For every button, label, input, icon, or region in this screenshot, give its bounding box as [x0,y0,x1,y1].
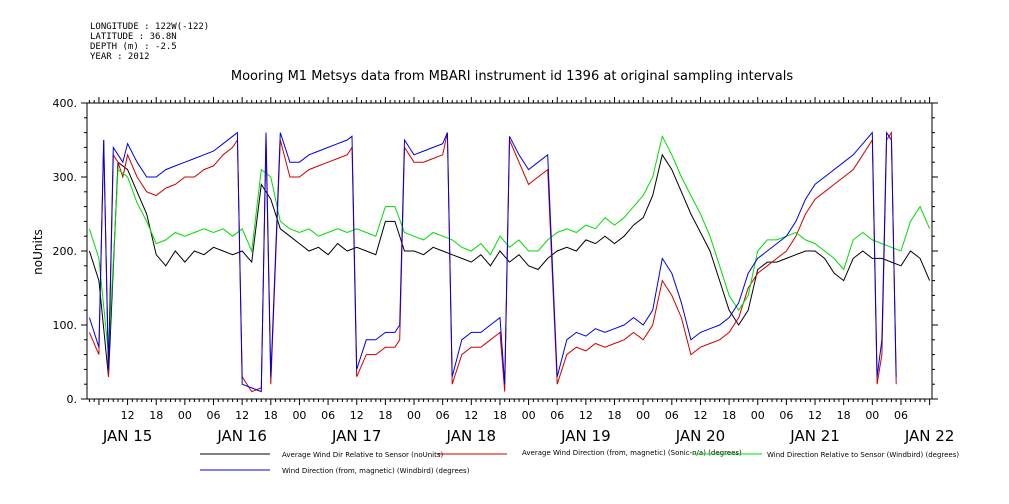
x-tick-label: 00 [522,409,536,422]
series-lines [88,130,931,393]
legend-label-3: Wind Direction Relative to Sensor (Windb… [767,451,959,459]
x-tick-label: 06 [665,409,679,422]
y-tick-label: 0. [67,393,78,406]
y-axis-label: noUnits [31,229,45,275]
x-tick-label: 00 [292,409,306,422]
y-axis: 0. 100. 200. 300. 400. [53,97,938,406]
x-tick-label: 00 [751,409,765,422]
series-line-4 [88,130,897,393]
legend: Average Wind Dir Relative to Sensor (noU… [200,449,959,475]
x-tick-label: 18 [149,409,163,422]
y-tick-label: 300. [53,171,78,184]
x-tick-label: 12 [350,409,364,422]
latitude-text: LATITUDE : 36.8N [90,32,177,42]
y-tick-label: 400. [53,97,78,110]
x-tick-label: 06 [321,409,335,422]
x-day-label: JAN 19 [560,427,611,445]
x-tick-label: 06 [550,409,564,422]
x-day-label: JAN 20 [675,427,726,445]
longitude-text: LONGITUDE : 122W(-122) [90,22,210,32]
x-tick-label: 00 [178,409,192,422]
x-tick-label: 06 [207,409,221,422]
legend-label-2: Average Wind Direction (from, magnetic) … [522,449,742,457]
x-tick-label: 12 [121,409,135,422]
x-tick-label: 18 [378,409,392,422]
series-line-2 [88,130,897,393]
x-tick-label: 00 [407,409,421,422]
legend-label-1: Average Wind Dir Relative to Sensor (noU… [282,451,443,459]
y-tick-label: 200. [53,245,78,258]
depth-text: DEPTH (m) : -2.5 [90,42,177,52]
x-tick-label: 00 [636,409,650,422]
x-tick-label: 18 [608,409,622,422]
x-axis: 12 18 00 06 12 18 00 06 12 18 00 06 12 18 00 06 12 18 00 06… [88,97,955,445]
x-tick-label: 12 [808,409,822,422]
series-line-3 [88,134,931,355]
chart-title: Mooring M1 Metsys data from MBARI instru… [231,69,793,84]
x-tick-label: 18 [264,409,278,422]
x-tick-label: 12 [579,409,593,422]
x-tick-label: 12 [693,409,707,422]
x-day-label: JAN 15 [102,427,153,445]
year-text: YEAR : 2012 [90,52,150,62]
x-tick-label: 06 [894,409,908,422]
x-tick-label: 00 [865,409,879,422]
x-day-label: JAN 22 [904,427,955,445]
x-tick-label: 06 [436,409,450,422]
x-tick-label: 18 [493,409,507,422]
x-day-label: JAN 17 [331,427,382,445]
x-tick-label: 06 [779,409,793,422]
series-line-1 [88,153,931,377]
x-day-label: JAN 18 [446,427,497,445]
y-tick-label: 100. [53,319,78,332]
x-tick-label: 18 [837,409,851,422]
x-day-label: JAN 21 [789,427,840,445]
metadata-block: LONGITUDE : 122W(-122) LATITUDE : 36.8N … [90,22,209,62]
x-day-label: JAN 16 [216,427,267,445]
x-tick-label: 12 [464,409,478,422]
x-tick-label: 18 [722,409,736,422]
x-tick-label: 12 [235,409,249,422]
legend-label-4: Wind Direction (from, magnetic) (Windbir… [282,467,470,475]
